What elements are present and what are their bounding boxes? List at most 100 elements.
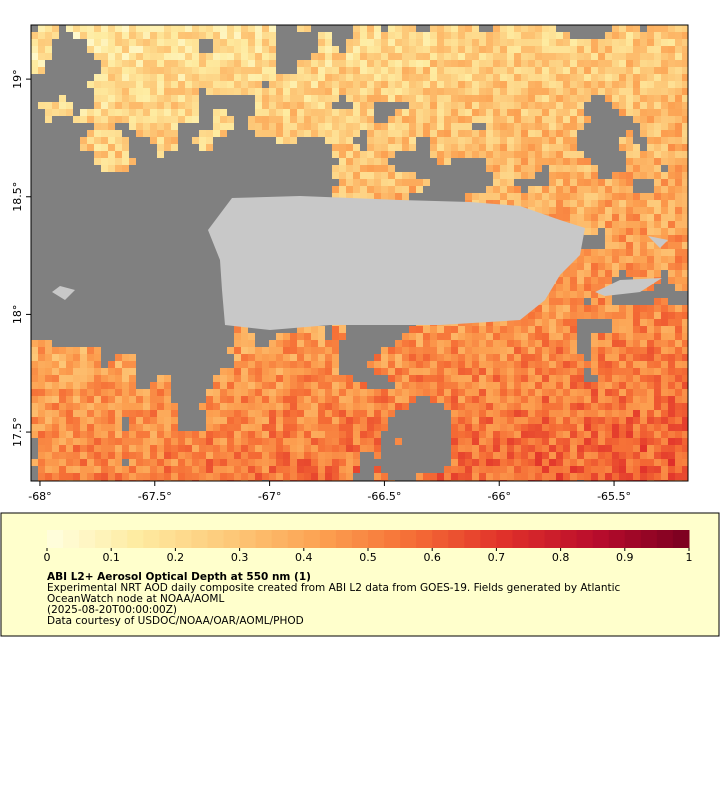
map-cell	[318, 60, 325, 67]
map-cell	[619, 179, 626, 186]
map-cell	[521, 158, 528, 165]
map-cell	[430, 130, 437, 137]
map-cell	[367, 123, 374, 130]
map-cell	[164, 396, 171, 403]
map-cell	[381, 424, 388, 431]
map-cell	[115, 151, 122, 158]
map-cell	[605, 459, 612, 466]
map-cell	[206, 396, 213, 403]
map-cell	[395, 39, 402, 46]
map-cell	[73, 354, 80, 361]
map-cell	[500, 333, 507, 340]
map-cell	[605, 361, 612, 368]
map-cell	[101, 144, 108, 151]
map-cell	[514, 368, 521, 375]
map-cell	[248, 123, 255, 130]
map-cell	[94, 473, 101, 480]
map-cell	[213, 53, 220, 60]
map-cell	[423, 53, 430, 60]
map-cell	[563, 305, 570, 312]
map-cell	[521, 53, 528, 60]
map-cell	[451, 347, 458, 354]
map-cell	[605, 375, 612, 382]
map-cell	[416, 53, 423, 60]
map-cell	[465, 39, 472, 46]
map-cell	[640, 459, 647, 466]
map-cell	[346, 417, 353, 424]
map-cell	[122, 25, 129, 32]
map-cell	[325, 361, 332, 368]
map-cell	[213, 60, 220, 67]
map-cell	[444, 102, 451, 109]
map-cell	[311, 431, 318, 438]
map-cell	[647, 368, 654, 375]
map-cell	[381, 88, 388, 95]
map-cell	[570, 172, 577, 179]
map-cell	[444, 466, 451, 473]
map-cell	[458, 25, 465, 32]
map-cell	[185, 95, 192, 102]
map-cell	[528, 144, 535, 151]
map-cell	[605, 333, 612, 340]
map-cell	[262, 424, 269, 431]
map-cell	[80, 396, 87, 403]
map-cell	[199, 53, 206, 60]
map-cell	[626, 445, 633, 452]
map-cell	[136, 445, 143, 452]
map-cell	[367, 193, 374, 200]
map-cell	[346, 172, 353, 179]
map-cell	[234, 88, 241, 95]
map-cell	[374, 88, 381, 95]
map-cell	[507, 39, 514, 46]
map-cell	[493, 144, 500, 151]
map-cell	[129, 102, 136, 109]
map-cell	[668, 74, 675, 81]
map-cell	[451, 81, 458, 88]
map-cell	[521, 417, 528, 424]
map-cell	[381, 403, 388, 410]
map-cell	[192, 473, 199, 480]
map-cell	[598, 368, 605, 375]
map-cell	[290, 116, 297, 123]
map-cell	[45, 39, 52, 46]
map-cell	[493, 88, 500, 95]
map-cell	[640, 319, 647, 326]
map-cell	[311, 389, 318, 396]
map-cell	[668, 368, 675, 375]
map-cell	[157, 95, 164, 102]
map-cell	[577, 396, 584, 403]
map-cell	[542, 88, 549, 95]
map-cell	[661, 186, 668, 193]
map-cell	[346, 179, 353, 186]
map-cell	[528, 74, 535, 81]
map-cell	[591, 284, 598, 291]
map-cell	[668, 214, 675, 221]
map-cell	[570, 396, 577, 403]
map-cell	[542, 333, 549, 340]
map-cell	[598, 60, 605, 67]
map-cell	[486, 137, 493, 144]
map-cell	[325, 102, 332, 109]
map-cell	[381, 361, 388, 368]
map-cell	[283, 389, 290, 396]
map-cell	[654, 109, 661, 116]
map-cell	[612, 424, 619, 431]
map-cell	[346, 39, 353, 46]
map-cell	[612, 228, 619, 235]
map-cell	[570, 46, 577, 53]
map-cell	[150, 431, 157, 438]
map-cell	[591, 179, 598, 186]
map-cell	[626, 396, 633, 403]
map-cell	[59, 109, 66, 116]
map-cell	[339, 137, 346, 144]
map-cell	[94, 158, 101, 165]
map-cell	[479, 151, 486, 158]
map-cell	[360, 53, 367, 60]
map-cell	[164, 389, 171, 396]
map-cell	[598, 88, 605, 95]
map-cell	[374, 438, 381, 445]
map-cell	[381, 396, 388, 403]
map-cell	[129, 46, 136, 53]
map-cell	[101, 375, 108, 382]
map-cell	[318, 102, 325, 109]
